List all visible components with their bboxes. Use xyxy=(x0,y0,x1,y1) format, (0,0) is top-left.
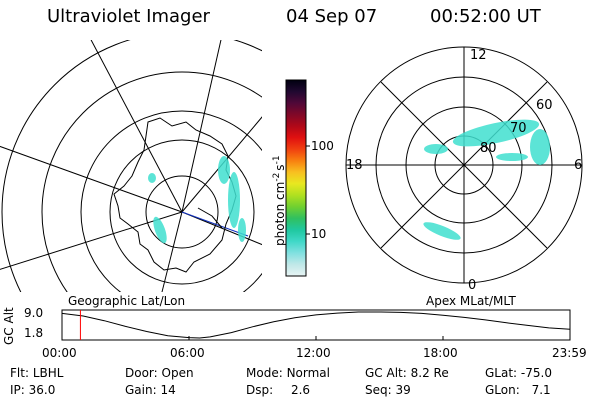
unit-text: s xyxy=(273,164,287,171)
info-label: Seq: xyxy=(365,383,392,397)
info-value: 36.0 xyxy=(28,383,56,397)
aurora-emission xyxy=(423,119,550,240)
sun-direction-line xyxy=(181,211,249,237)
info-label: Gain: xyxy=(125,383,157,397)
info-glon: GLon: 7.1 xyxy=(485,383,551,397)
mlt-line xyxy=(380,81,548,249)
mlat-label-70: 70 xyxy=(510,121,527,136)
colorbar-gradient xyxy=(285,79,310,277)
latitude-circle xyxy=(109,139,255,285)
alt-axis-label: GC Alt xyxy=(2,307,16,345)
colorbar-unit-label: photon cm-2s-1 xyxy=(272,155,287,246)
latitude-circle xyxy=(145,175,219,249)
info-value: 14 xyxy=(160,383,176,397)
mlat-label-80: 80 xyxy=(480,141,497,156)
geographic-map-plot xyxy=(0,40,262,292)
info-dsp: Dsp: 2.6 xyxy=(246,383,310,397)
colorbar-tick-10: 10 xyxy=(311,227,327,241)
mlt-label-12: 12 xyxy=(470,48,487,63)
longitude-line xyxy=(181,40,222,213)
info-filter: Flt: LBHL xyxy=(10,366,63,380)
info-label: Mode: xyxy=(246,366,283,380)
mlat-label-60: 60 xyxy=(536,98,553,113)
info-label: IP: xyxy=(10,383,25,397)
alt-tick-max: 9.0 xyxy=(24,306,44,320)
time-tick-18: 18:00 xyxy=(423,346,458,360)
info-label: GLon: xyxy=(485,383,520,397)
time-label: 00:52:00 UT xyxy=(430,6,541,27)
mlt-label-0: 0 xyxy=(468,278,476,293)
mlat-mlt-plot: 12 18 6 0 60 70 80 xyxy=(345,46,583,293)
apex-label: Apex MLat/MLT xyxy=(426,294,516,308)
info-gain: Gain: 14 xyxy=(125,383,176,397)
info-label: Door: xyxy=(125,366,158,380)
info-value: 2.6 xyxy=(290,383,311,397)
instrument-title: Ultraviolet Imager xyxy=(47,6,210,27)
info-value: Normal xyxy=(286,366,330,380)
info-label: GC Alt: xyxy=(365,366,407,380)
latitude-circle xyxy=(41,71,262,292)
unit-exponent: -2 xyxy=(272,172,282,182)
longitude-line xyxy=(90,40,183,213)
date-label: 04 Sep 07 xyxy=(286,6,378,27)
info-gc-alt: GC Alt: 8.2 Re xyxy=(365,366,449,380)
coastline xyxy=(197,207,223,229)
mlt-label-18: 18 xyxy=(346,158,363,173)
info-value: Open xyxy=(161,366,194,380)
alt-tick-min: 1.8 xyxy=(24,326,44,340)
unit-text: photon cm xyxy=(273,181,287,246)
latitude-circle xyxy=(80,110,262,292)
geographic-label: Geographic Lat/Lon xyxy=(68,294,186,308)
longitude-line xyxy=(0,211,183,270)
latitude-circle xyxy=(1,40,262,292)
info-value: -75.0 xyxy=(520,366,552,380)
aurora-emission xyxy=(148,156,246,244)
info-glat: GLat: -75.0 xyxy=(485,366,552,380)
longitude-line xyxy=(161,211,183,292)
info-label: GLat: xyxy=(485,366,518,380)
info-label: Flt: xyxy=(10,366,29,380)
unit-exponent: -1 xyxy=(272,155,282,165)
time-tick-12: 12:00 xyxy=(296,346,331,360)
longitude-line xyxy=(0,145,183,213)
info-ip: IP: 36.0 xyxy=(10,383,55,397)
time-tick-0: 00:00 xyxy=(42,346,77,360)
coastline xyxy=(113,117,237,273)
info-mode: Mode: Normal xyxy=(246,366,330,380)
info-value: LBHL xyxy=(32,366,64,380)
altitude-curve xyxy=(61,311,571,339)
longitude-line xyxy=(181,116,262,213)
info-label: Dsp: xyxy=(246,383,274,397)
colorbar: 100 10 photon cm-2s-1 xyxy=(248,78,338,278)
info-value: 39 xyxy=(395,383,411,397)
info-value: 8.2 Re xyxy=(410,366,449,380)
time-tick-6: 06:00 xyxy=(170,346,205,360)
info-door: Door: Open xyxy=(125,366,194,380)
colorbar-tick-100: 100 xyxy=(311,139,334,153)
info-seq: Seq: 39 xyxy=(365,383,411,397)
altitude-plot xyxy=(61,309,571,341)
info-value: 7.1 xyxy=(531,383,551,397)
time-tick-end: 23:59 xyxy=(552,346,587,360)
mlt-label-6: 6 xyxy=(574,158,582,173)
